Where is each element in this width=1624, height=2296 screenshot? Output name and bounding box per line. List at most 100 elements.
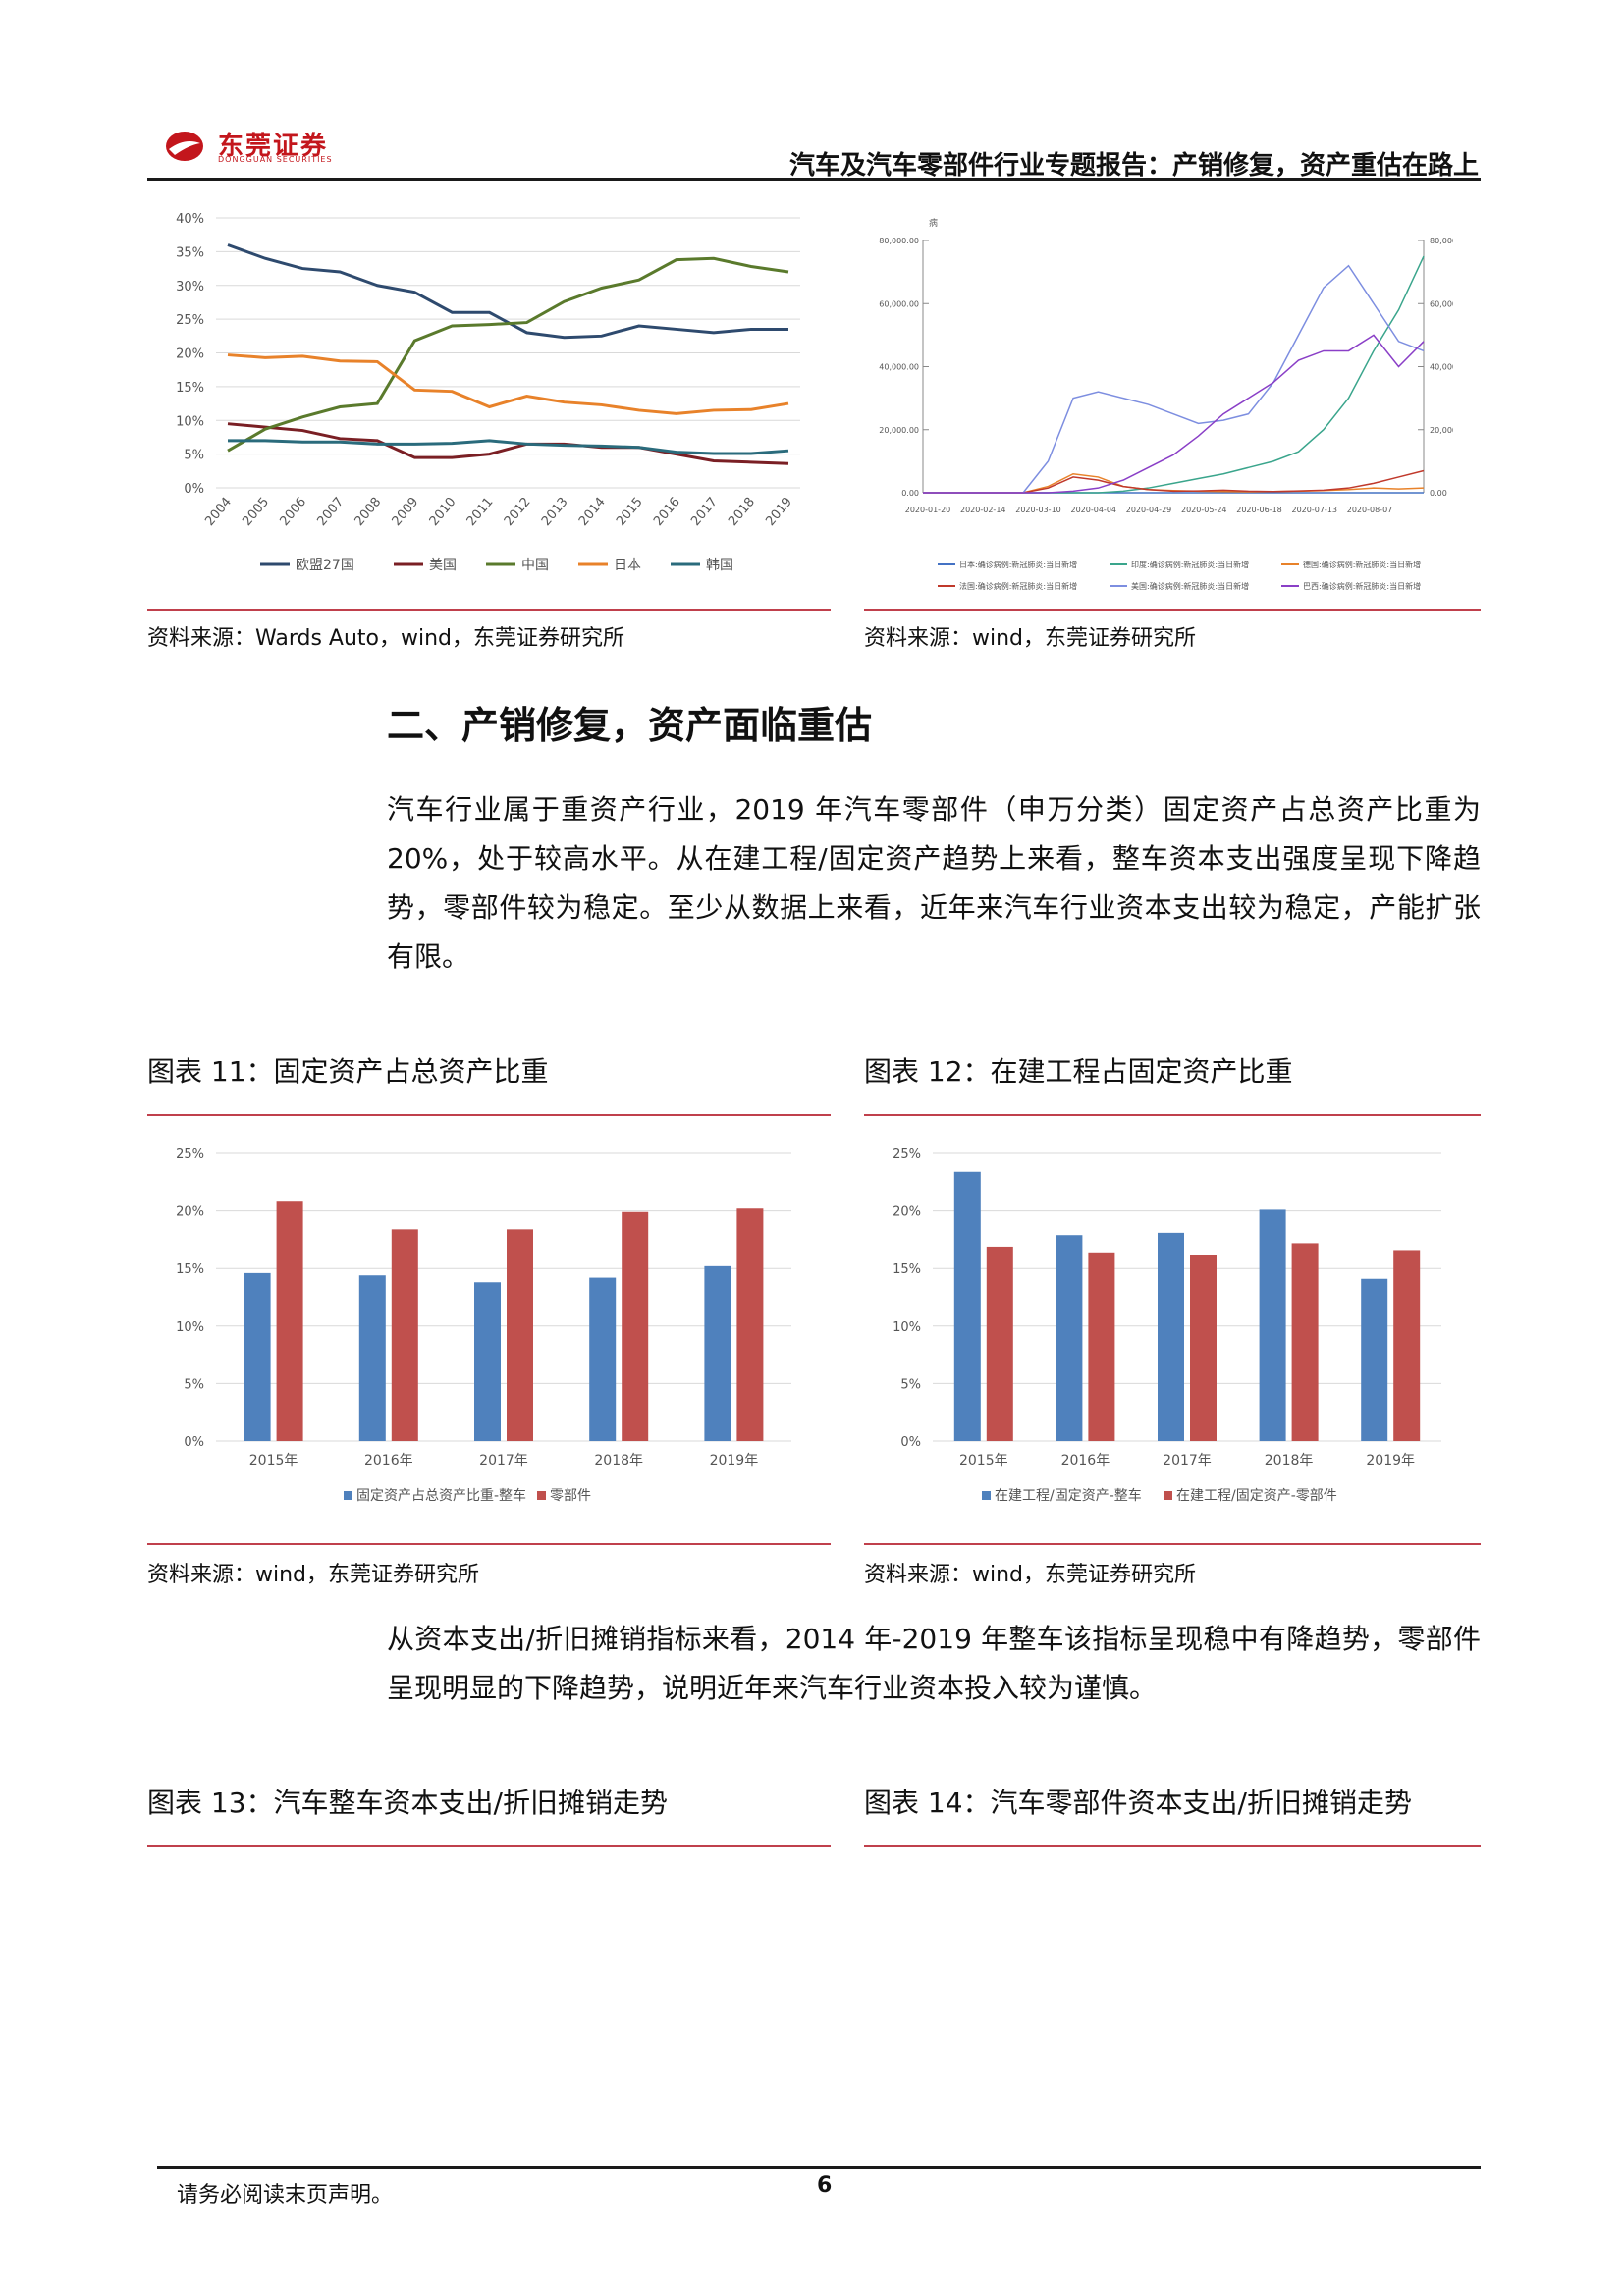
x-tick-label: 2014: [576, 495, 609, 529]
series-line: [228, 439, 789, 455]
x-tick-label: 2008: [352, 495, 385, 529]
header-divider: [147, 178, 1481, 181]
legend-swatch: [537, 1491, 546, 1500]
figure-divider: [864, 1114, 1481, 1116]
x-tick-label: 2011: [464, 495, 497, 529]
figure-source: 资料来源：Wards Auto，wind，东莞证券研究所: [147, 626, 624, 651]
x-tick-label: 2004: [202, 495, 235, 529]
y-tick-label: 15%: [893, 1262, 921, 1277]
y-tick-label: 20,000.00: [879, 426, 919, 435]
y-tick-label: 25%: [176, 313, 204, 328]
bar: [1259, 1209, 1286, 1441]
legend-label: 欧盟27国: [296, 558, 354, 573]
x-tick-label: 2005: [240, 495, 272, 529]
series-line: [227, 422, 789, 465]
logo-subtext: DONGGUAN SECURITIES: [218, 155, 333, 164]
legend-label: 德国:确诊病例:新冠肺炎:当日新增: [1303, 560, 1421, 569]
bar: [589, 1277, 617, 1441]
x-tick-label: 2016: [651, 495, 683, 529]
x-tick-label: 2019年: [710, 1453, 759, 1468]
x-tick-label: 2015: [614, 495, 646, 529]
legend-label: 在建工程/固定资产-零部件: [1176, 1488, 1337, 1504]
bar: [358, 1275, 386, 1441]
y-tick-label: 10%: [176, 1320, 204, 1335]
y-tick-label: 10%: [893, 1320, 921, 1335]
x-tick-label: 2020-08-07: [1347, 506, 1393, 514]
bar: [474, 1282, 501, 1441]
y-tick-label: 25%: [893, 1148, 921, 1162]
legend-label: 印度:确诊病例:新冠肺炎:当日新增: [1131, 560, 1249, 569]
legend-swatch: [344, 1491, 352, 1500]
y-tick-label: 10%: [176, 414, 204, 429]
footer-divider: [157, 2166, 1481, 2169]
y-tick-label: 15%: [176, 1262, 204, 1277]
y-tick-label: 20%: [176, 1205, 204, 1220]
y-tick-label: 25%: [176, 1148, 204, 1162]
y-tick-label: 0%: [184, 1435, 204, 1450]
y-tick-label: 20%: [176, 347, 204, 362]
x-tick-label: 2006: [277, 495, 309, 529]
y-tick-label: 5%: [900, 1377, 921, 1392]
figure-divider: [147, 1845, 831, 1847]
y-tick-label: 5%: [184, 449, 204, 463]
figure-title: 图表 11：固定资产占总资产比重: [147, 1055, 549, 1088]
bar: [1361, 1278, 1388, 1441]
bar: [622, 1211, 649, 1441]
y-tick-label: 0.00: [901, 489, 919, 498]
figure-source: 资料来源：wind，东莞证券研究所: [147, 1563, 480, 1587]
x-tick-label: 2018年: [1265, 1453, 1314, 1468]
series-line: [227, 353, 789, 415]
x-tick-label: 2017: [688, 495, 721, 529]
y-tick-label: 15%: [176, 381, 204, 396]
figure-source: 资料来源：wind，东莞证券研究所: [864, 626, 1197, 651]
series-line: [923, 264, 1425, 494]
legend-label: 美国:确诊病例:新冠肺炎:当日新增: [1131, 581, 1249, 591]
legend-label: 日本: [614, 558, 641, 573]
x-tick-label: 2017年: [479, 1453, 528, 1468]
figure-divider: [147, 1543, 831, 1545]
x-tick-label: 2009: [390, 495, 422, 529]
legend-label: 日本:确诊病例:新冠肺炎:当日新增: [959, 560, 1077, 569]
bar: [1393, 1250, 1421, 1441]
legend-swatch: [982, 1491, 991, 1500]
bar: [244, 1272, 271, 1441]
y-tick-label: 5%: [184, 1377, 204, 1392]
figure-divider: [864, 609, 1481, 611]
x-tick-label: 2015年: [959, 1453, 1008, 1468]
x-tick-label: 2013: [539, 495, 571, 529]
y-tick-label: 0%: [184, 482, 204, 497]
body-paragraph: 汽车行业属于重资产行业，2019 年汽车零部件（申万分类）固定资产占总资产比重为…: [387, 793, 1481, 973]
figure-title: 图表 13：汽车整车资本支出/折旧摊销走势: [147, 1787, 668, 1819]
y-tick-label: 40%: [176, 212, 204, 227]
x-tick-label: 2020-02-14: [960, 506, 1006, 514]
x-tick-label: 2017年: [1163, 1453, 1212, 1468]
x-tick-label: 2020-03-10: [1015, 506, 1061, 514]
x-tick-label: 2019: [763, 495, 795, 529]
x-tick-label: 2007: [315, 495, 348, 529]
covid-daily-cases-line-chart: 病 0.00 0.00 20,000.00 20,000.00 40,000.00 40,0…: [879, 217, 1453, 591]
x-tick-label: 2016年: [364, 1453, 413, 1468]
x-tick-label: 2016年: [1061, 1453, 1110, 1468]
fixed-assets-ratio-bar-chart: 0% 5% 10% 15% 20% 25% 2015年 2016年 2017年 2018年 2019…: [176, 1148, 791, 1504]
figure-divider: [147, 1114, 831, 1116]
bar: [986, 1246, 1013, 1441]
legend-label: 巴西:确诊病例:新冠肺炎:当日新增: [1303, 581, 1421, 591]
bar: [507, 1229, 533, 1441]
bar: [1056, 1235, 1083, 1441]
section-heading: 二、产销修复，资产面临重估: [387, 704, 873, 747]
y-tick-label: 80,000.00: [1430, 237, 1453, 245]
x-tick-label: 2020-04-29: [1126, 506, 1172, 514]
x-tick-label: 2015年: [249, 1453, 298, 1468]
y-tick-label: 80,000.00: [879, 237, 919, 245]
y-tick-label: 20%: [893, 1205, 921, 1220]
bar: [1158, 1232, 1184, 1441]
x-tick-label: 2020-04-04: [1071, 506, 1117, 514]
legend-swatch: [1164, 1491, 1172, 1500]
bar: [1088, 1252, 1115, 1441]
legend-label: 美国: [429, 558, 457, 573]
figure-divider: [864, 1845, 1481, 1847]
x-tick-label: 2020-05-24: [1181, 506, 1227, 514]
legend-label: 在建工程/固定资产-整车: [995, 1487, 1142, 1504]
bar: [704, 1265, 731, 1441]
x-tick-label: 2012: [502, 495, 534, 529]
